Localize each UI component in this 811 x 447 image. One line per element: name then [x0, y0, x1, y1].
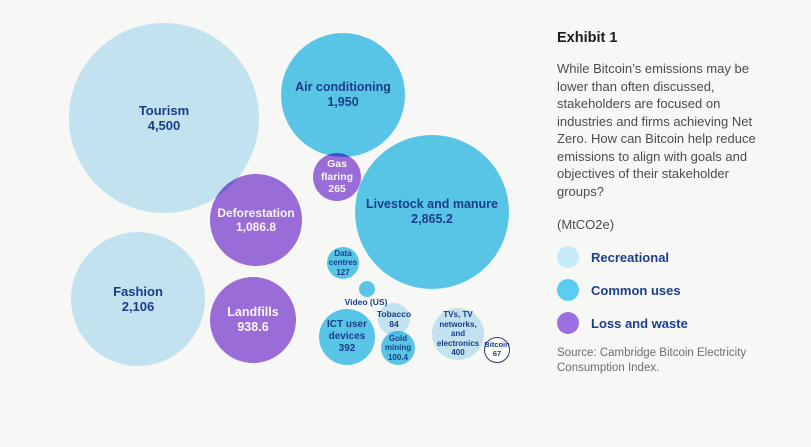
bubble-tvs-tv-networks-and-electronics: TVs, TV networks, and electronics 400 — [432, 308, 484, 360]
side-panel: Exhibit 1 While Bitcoin’s emissions may … — [557, 30, 762, 376]
bubble-value: 1,086.8 — [235, 220, 277, 234]
bubble-label: Data centres — [328, 248, 358, 268]
bubble-value: 67 — [492, 349, 502, 358]
bubble-label-video-us: Video (US) — [344, 297, 388, 307]
legend-dot-recreational — [557, 246, 579, 268]
bubble-label: ICT user devices — [326, 319, 367, 343]
bubble-gas-flaring: Gas flaring 265 — [313, 153, 361, 201]
bubble-tobacco: Tobacco 84 — [376, 303, 412, 335]
legend-label: Recreational — [591, 249, 670, 265]
bubble-value: 100.4 — [387, 352, 409, 362]
bubble-label: Landfills — [227, 305, 279, 320]
bubble-value: 938.6 — [237, 320, 269, 334]
bubble-air-conditioning: Air conditioning 1,950 — [281, 33, 405, 157]
bubble-label: Tobacco — [376, 308, 412, 319]
bubble-value: 400 — [451, 348, 465, 358]
bubble-label: Air conditioning — [295, 80, 391, 95]
bubble-livestock-and-manure: Livestock and manure 2,865.2 — [355, 135, 509, 289]
exhibit-title: Exhibit 1 — [557, 30, 618, 46]
bubble-label: Fashion — [113, 283, 163, 299]
bubble-deforestation: Deforestation 1,086.8 — [210, 174, 302, 266]
bubble-video-us — [359, 281, 375, 297]
bubble-label: Bitcoin — [484, 340, 510, 350]
bubble-value: 84 — [389, 319, 399, 329]
bubble-value: 392 — [338, 342, 356, 354]
bubble-label: TVs, TV networks, and electronics — [436, 310, 480, 348]
legend-item-loss-and-waste: Loss and waste — [557, 312, 762, 334]
bubble-data-centres: Data centres 127 — [327, 247, 359, 279]
legend-item-recreational: Recreational — [557, 246, 762, 268]
legend-item-common-uses: Common uses — [557, 279, 762, 301]
bubble-value: 1,950 — [327, 95, 359, 109]
bubble-tourism: Tourism 4,500 — [69, 23, 259, 213]
bubble-value: 4,500 — [147, 118, 181, 133]
bubble-label: Livestock and manure — [366, 197, 498, 212]
legend-dot-common-uses — [557, 279, 579, 301]
source-note: Source: Cambridge Bitcoin Electricity Co… — [557, 347, 747, 374]
bubble-label: Gold mining — [384, 333, 412, 353]
bubble-label: Gas flaring — [320, 158, 354, 183]
exhibit-description: While Bitcoin’s emissions may be lower t… — [557, 61, 756, 199]
bubble-gold-mining: Gold mining 100.4 — [381, 331, 415, 365]
legend-label: Common uses — [591, 282, 681, 298]
bubble-bitcoin: Bitcoin 67 — [484, 337, 510, 363]
bubble-value: 2,106 — [121, 299, 155, 314]
bubble-label: Deforestation — [217, 205, 295, 220]
bubble-fashion: Fashion 2,106 — [71, 232, 205, 366]
legend-dot-loss-and-waste — [557, 312, 579, 334]
bubble-ict-user-devices: ICT user devices 392 — [319, 309, 375, 365]
bubble-label: Tourism — [138, 102, 190, 118]
legend: Recreational Common uses Loss and waste — [557, 246, 762, 334]
legend-label: Loss and waste — [591, 315, 688, 331]
bubble-landfills: Landfills 938.6 — [210, 277, 296, 363]
unit-label: (MtCO2e) — [557, 217, 615, 232]
bubble-value: 265 — [328, 183, 346, 196]
bubble-chart: Tourism 4,500 Fashion 2,106 Air conditioning… — [69, 23, 510, 366]
bubble-value: 127 — [336, 267, 350, 277]
bubble-value: 2,865.2 — [411, 212, 453, 226]
